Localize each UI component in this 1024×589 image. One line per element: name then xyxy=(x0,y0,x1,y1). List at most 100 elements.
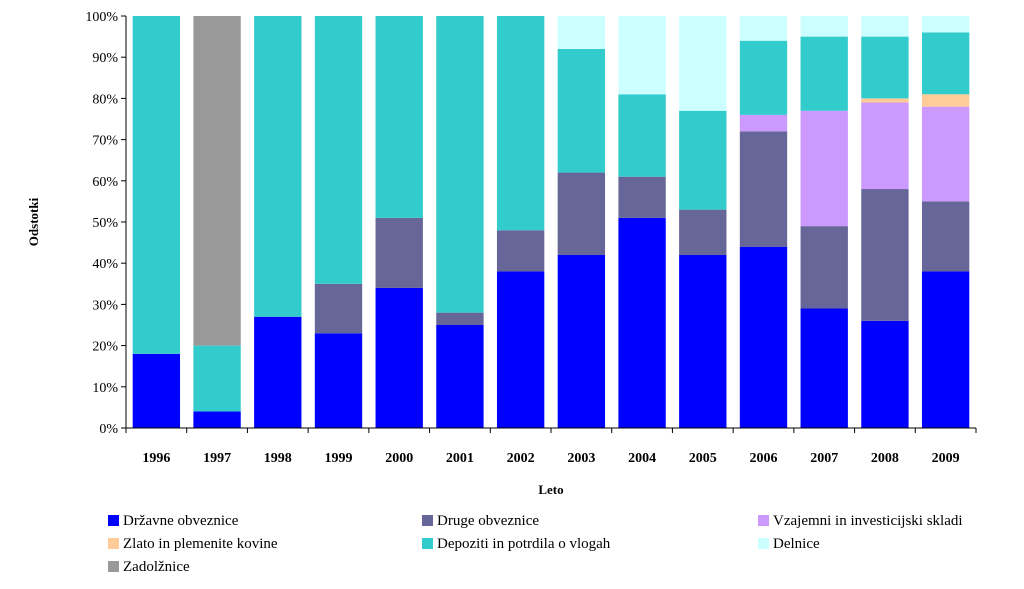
x-tick-label: 2000 xyxy=(385,451,413,466)
bar-druge-obveznice-2005 xyxy=(679,209,727,255)
legend-item-zadolznice: Zadolžnice xyxy=(108,559,190,575)
legend-swatch xyxy=(108,561,119,572)
bar-drzavne-obveznice-1997 xyxy=(193,411,241,428)
legend-item-depoziti-in-potrdila-o-vlogah: Depoziti in potrdila o vlogah xyxy=(422,536,611,552)
bar-druge-obveznice-1999 xyxy=(314,283,363,334)
bar-drzavne-obveznice-1998 xyxy=(254,316,302,428)
bar-zlato-in-plemenite-kovine-2009 xyxy=(921,94,970,107)
legend-label: Zadolžnice xyxy=(123,559,190,575)
bar-depoziti-in-potrdila-o-vlogah-2005 xyxy=(679,110,727,210)
bar-delnice-2007 xyxy=(800,16,848,37)
bar-depoziti-in-potrdila-o-vlogah-1997 xyxy=(193,345,241,412)
legend-swatch xyxy=(422,538,433,549)
y-tick-label: 20% xyxy=(92,340,118,355)
bar-drzavne-obveznice-2009 xyxy=(921,271,970,428)
y-tick-label: 50% xyxy=(92,216,118,231)
bar-vzajemni-in-investicijski-skladi-2007 xyxy=(800,110,848,227)
legend-swatch xyxy=(758,538,769,549)
legend-swatch xyxy=(108,515,119,526)
bar-delnice-2006 xyxy=(739,16,788,41)
legend-label: Druge obveznice xyxy=(437,513,539,529)
axes-layer: 0% 10% 20% 30% 40% 50% 60% 70% 80% 90% 100% 1996 199… xyxy=(26,10,977,497)
bar-depoziti-in-potrdila-o-vlogah-1996 xyxy=(132,16,181,354)
x-tick-label: 2007 xyxy=(810,451,838,466)
bar-depoziti-in-potrdila-o-vlogah-1999 xyxy=(314,16,363,284)
y-tick-label: 60% xyxy=(92,175,118,190)
y-axis-title: Odstotki xyxy=(26,197,41,246)
x-axis-title: Leto xyxy=(538,482,563,497)
x-tick-label: 2009 xyxy=(932,451,960,466)
legend-swatch xyxy=(108,538,119,549)
bar-drzavne-obveznice-2003 xyxy=(557,254,606,428)
bar-drzavne-obveznice-2008 xyxy=(861,320,909,428)
bar-vzajemni-in-investicijski-skladi-2006 xyxy=(739,114,788,132)
bar-drzavne-obveznice-1996 xyxy=(132,353,181,428)
bar-druge-obveznice-2003 xyxy=(557,172,606,255)
bar-drzavne-obveznice-1999 xyxy=(314,333,363,428)
y-tick-label: 90% xyxy=(92,51,118,66)
x-tick-label: 2008 xyxy=(871,451,899,466)
x-tick-label: 1998 xyxy=(264,451,292,466)
legend-item-vzajemni-in-investicijski-skladi: Vzajemni in investicijski skladi xyxy=(758,513,963,529)
legend-item-delnice: Delnice xyxy=(758,536,820,552)
legend-label: Depoziti in potrdila o vlogah xyxy=(437,536,611,552)
y-tick-label: 40% xyxy=(92,257,118,272)
bar-delnice-2003 xyxy=(557,16,606,49)
x-tick-label: 2005 xyxy=(689,451,717,466)
bar-depoziti-in-potrdila-o-vlogah-1998 xyxy=(254,16,302,317)
x-tick-label: 1999 xyxy=(325,451,353,466)
legend-label: Državne obveznice xyxy=(123,513,239,529)
bar-druge-obveznice-2002 xyxy=(496,230,545,272)
legend-item-druge-obveznice: Druge obveznice xyxy=(422,513,539,529)
y-tick-label: 80% xyxy=(92,92,118,107)
bar-drzavne-obveznice-2005 xyxy=(679,254,727,428)
bar-delnice-2008 xyxy=(861,16,909,37)
bar-delnice-2005 xyxy=(679,16,727,111)
y-tick-label: 100% xyxy=(85,10,118,25)
legend-label: Vzajemni in investicijski skladi xyxy=(773,513,963,529)
bars-layer xyxy=(132,16,970,428)
x-tick-label: 2003 xyxy=(567,451,595,466)
bar-vzajemni-in-investicijski-skladi-2009 xyxy=(921,106,970,202)
bar-depoziti-in-potrdila-o-vlogah-2003 xyxy=(557,48,606,173)
legend-layer: Državne obveznice Druge obveznice Vzajemni… xyxy=(108,513,963,575)
legend-item-drzavne-obveznice: Državne obveznice xyxy=(108,513,239,529)
bar-drzavne-obveznice-2001 xyxy=(436,325,484,428)
bar-druge-obveznice-2001 xyxy=(436,312,484,325)
bar-drzavne-obveznice-2002 xyxy=(496,271,545,428)
bar-depoziti-in-potrdila-o-vlogah-2004 xyxy=(618,94,666,177)
bar-drzavne-obveznice-2000 xyxy=(375,287,423,428)
bar-depoziti-in-potrdila-o-vlogah-2000 xyxy=(375,16,423,218)
y-tick-label: 70% xyxy=(92,134,118,149)
bar-druge-obveznice-2006 xyxy=(739,131,788,247)
bar-drzavne-obveznice-2007 xyxy=(800,308,848,428)
bar-drzavne-obveznice-2006 xyxy=(739,246,788,428)
bar-depoziti-in-potrdila-o-vlogah-2007 xyxy=(800,36,848,111)
x-tick-label: 2002 xyxy=(507,451,535,466)
x-tick-label: 1997 xyxy=(203,451,231,466)
legend-item-zlato-in-plemenite-kovine: Zlato in plemenite kovine xyxy=(108,536,278,552)
bar-zlato-in-plemenite-kovine-2008 xyxy=(861,98,909,103)
legend-swatch xyxy=(758,515,769,526)
x-tick-label: 2006 xyxy=(750,451,778,466)
bar-druge-obveznice-2004 xyxy=(618,176,666,218)
bar-depoziti-in-potrdila-o-vlogah-2001 xyxy=(436,16,484,313)
bar-druge-obveznice-2000 xyxy=(375,217,423,288)
bar-delnice-2009 xyxy=(921,16,970,33)
bar-delnice-2004 xyxy=(618,16,666,95)
bar-depoziti-in-potrdila-o-vlogah-2002 xyxy=(496,16,545,231)
y-tick-label: 0% xyxy=(99,422,118,437)
legend-label: Zlato in plemenite kovine xyxy=(123,536,278,552)
bar-druge-obveznice-2008 xyxy=(861,189,909,321)
bar-druge-obveznice-2007 xyxy=(800,226,848,309)
bar-depoziti-in-potrdila-o-vlogah-2009 xyxy=(921,32,970,95)
bar-zadolznice-1997 xyxy=(193,16,241,346)
x-tick-label: 2004 xyxy=(628,451,656,466)
x-tick-label: 1996 xyxy=(142,451,170,466)
y-tick-label: 10% xyxy=(92,381,118,396)
legend-swatch xyxy=(422,515,433,526)
bar-depoziti-in-potrdila-o-vlogah-2006 xyxy=(739,40,788,115)
bar-druge-obveznice-2009 xyxy=(921,201,970,272)
